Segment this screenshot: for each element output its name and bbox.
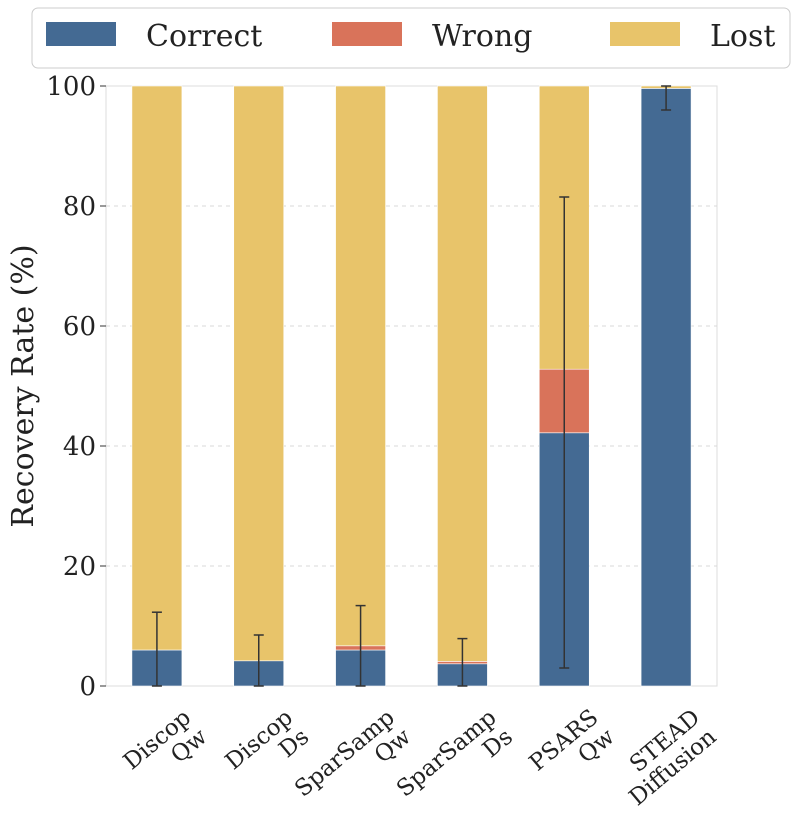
legend: Correct Wrong Lost: [31, 7, 791, 69]
legend-swatch-lost: [610, 22, 680, 46]
legend-item-lost: Lost: [610, 19, 775, 54]
y-tick-label-40: 40: [63, 432, 96, 462]
legend-swatch-wrong: [332, 22, 402, 46]
bar-discop-qw-lost: [131, 85, 183, 651]
bar-stead-diffusion-correct: [640, 88, 692, 687]
bar-discop-ds-lost: [233, 85, 285, 662]
x-tick-label-sparsamp-ds: SparSampDs: [392, 705, 518, 822]
x-tick-label-sparsamp-qw: SparSampQw: [290, 704, 416, 821]
x-tick-label-stead-diffusion: STEADDiffusion: [608, 704, 721, 811]
error-bar-stead-diffusion: [661, 85, 672, 111]
x-tick-label-discop-qw: DiscopQw: [119, 704, 213, 794]
y-axis-title: Recovery Rate (%): [6, 244, 41, 527]
error-bar-discop-qw: [151, 611, 162, 687]
legend-item-correct: Correct: [46, 19, 262, 54]
error-bar-psars-qw: [559, 196, 570, 669]
legend-swatch-correct: [46, 22, 116, 46]
y-tick-label-100: 100: [46, 72, 96, 102]
bar-sparsamp-qw-lost: [335, 85, 386, 647]
y-tick-label-80: 80: [63, 192, 96, 222]
error-bar-sparsamp-qw: [355, 604, 366, 687]
y-tick-label-60: 60: [63, 312, 96, 342]
error-bar-discop-ds: [253, 634, 264, 687]
legend-label-lost: Lost: [710, 19, 775, 54]
error-bar-sparsamp-ds: [457, 637, 468, 687]
legend-item-wrong: Wrong: [332, 19, 532, 54]
legend-frame: [31, 7, 791, 69]
y-tick-label-0: 0: [79, 672, 96, 702]
plot-frame: [105, 85, 718, 687]
legend-label-correct: Correct: [146, 19, 262, 54]
legend-label-wrong: Wrong: [432, 19, 532, 54]
plot-area: [105, 85, 718, 687]
bar-sparsamp-ds-lost: [437, 85, 488, 662]
y-axis: 0 20 40 60 80 100: [46, 72, 106, 702]
y-tick-label-20: 20: [63, 552, 96, 582]
x-tick-label-psars-qw: PSARSQw: [525, 704, 620, 796]
